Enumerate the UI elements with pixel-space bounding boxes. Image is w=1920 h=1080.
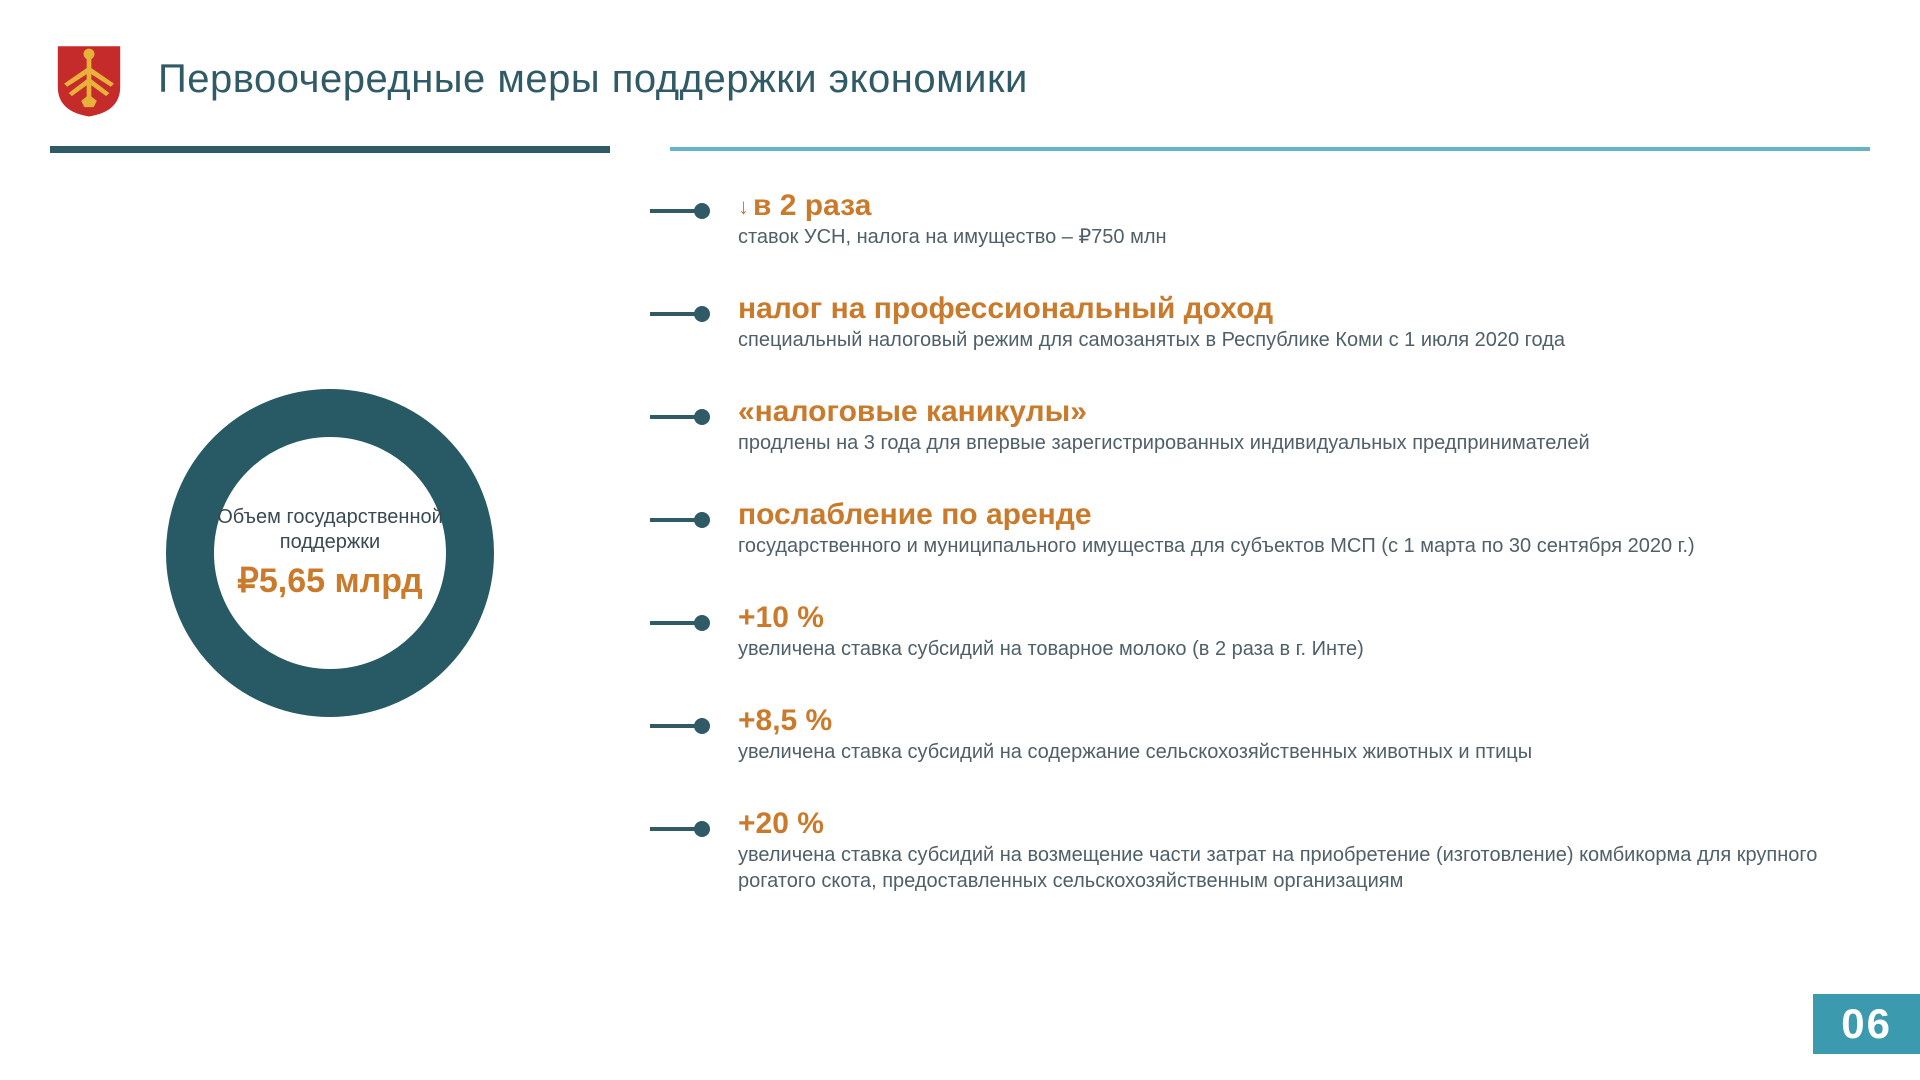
underline-left: [50, 146, 610, 153]
page-number-badge: 06: [1813, 994, 1920, 1054]
measure-body: послабление по арендегосударственного и …: [738, 498, 1870, 559]
ring-label: Объем государственной поддержки: [210, 505, 450, 555]
bullet-icon: [650, 512, 710, 528]
measure-item: +20 %увеличена ставка субсидий на возмещ…: [650, 807, 1870, 894]
header-underlines: [50, 146, 1870, 153]
bullet-icon: [650, 409, 710, 425]
measure-title: ↓в 2 раза: [738, 189, 1870, 222]
left-column: Объем государственной поддержки ₽5,65 мл…: [50, 183, 610, 936]
measure-item: налог на профессиональный доходспециальн…: [650, 292, 1870, 353]
bullet-icon: [650, 203, 710, 219]
measure-title-text: +8,5 %: [738, 704, 832, 737]
measure-subtitle: увеличена ставка субсидий на товарное мо…: [738, 636, 1870, 662]
page-title: Первоочередные меры поддержки экономики: [158, 57, 1028, 102]
measure-body: +8,5 %увеличена ставка субсидий на содер…: [738, 704, 1870, 765]
bullet-icon: [650, 718, 710, 734]
measure-title: «налоговые каникулы»: [738, 395, 1870, 428]
measure-body: «налоговые каникулы»продлены на 3 года д…: [738, 395, 1870, 456]
measure-title: послабление по аренде: [738, 498, 1870, 531]
measure-item: +10 %увеличена ставка субсидий на товарн…: [650, 601, 1870, 662]
slide: Первоочередные меры поддержки экономики …: [0, 0, 1920, 1080]
support-ring: Объем государственной поддержки ₽5,65 мл…: [160, 383, 500, 723]
measure-title: налог на профессиональный доход: [738, 292, 1870, 325]
measure-title-text: послабление по аренде: [738, 498, 1092, 531]
measure-body: ↓в 2 разаставок УСН, налога на имущество…: [738, 189, 1870, 250]
crest-icon: [50, 40, 128, 118]
bullet-icon: [650, 615, 710, 631]
measure-item: «налоговые каникулы»продлены на 3 года д…: [650, 395, 1870, 456]
measure-item: +8,5 %увеличена ставка субсидий на содер…: [650, 704, 1870, 765]
measure-subtitle: увеличена ставка субсидий на возмещение …: [738, 842, 1870, 894]
ring-value: ₽5,65 млрд: [237, 561, 423, 601]
measure-item: послабление по арендегосударственного и …: [650, 498, 1870, 559]
measure-subtitle: увеличена ставка субсидий на содержание …: [738, 739, 1870, 765]
bullet-icon: [650, 306, 710, 322]
body: Объем государственной поддержки ₽5,65 мл…: [50, 183, 1870, 936]
header: Первоочередные меры поддержки экономики: [50, 40, 1870, 118]
measure-item: ↓в 2 разаставок УСН, налога на имущество…: [650, 189, 1870, 250]
measure-title: +20 %: [738, 807, 1870, 840]
measure-subtitle: продлены на 3 года для впервые зарегистр…: [738, 430, 1870, 456]
measure-subtitle: ставок УСН, налога на имущество – ₽750 м…: [738, 224, 1870, 250]
measure-title: +10 %: [738, 601, 1870, 634]
measure-body: +10 %увеличена ставка субсидий на товарн…: [738, 601, 1870, 662]
measure-title: +8,5 %: [738, 704, 1870, 737]
measure-title-text: +10 %: [738, 601, 824, 634]
measure-body: налог на профессиональный доходспециальн…: [738, 292, 1870, 353]
down-arrow-icon: ↓: [738, 195, 749, 219]
measure-title-text: налог на профессиональный доход: [738, 292, 1273, 325]
measures-list: ↓в 2 разаставок УСН, налога на имущество…: [650, 183, 1870, 936]
bullet-icon: [650, 821, 710, 837]
measure-title-text: +20 %: [738, 807, 824, 840]
underline-right: [670, 147, 1870, 151]
measure-title-text: в 2 раза: [753, 189, 871, 222]
measure-title-text: «налоговые каникулы»: [738, 395, 1087, 428]
measure-subtitle: государственного и муниципального имущес…: [738, 533, 1870, 559]
measure-subtitle: специальный налоговый режим для самозаня…: [738, 327, 1870, 353]
measure-body: +20 %увеличена ставка субсидий на возмещ…: [738, 807, 1870, 894]
